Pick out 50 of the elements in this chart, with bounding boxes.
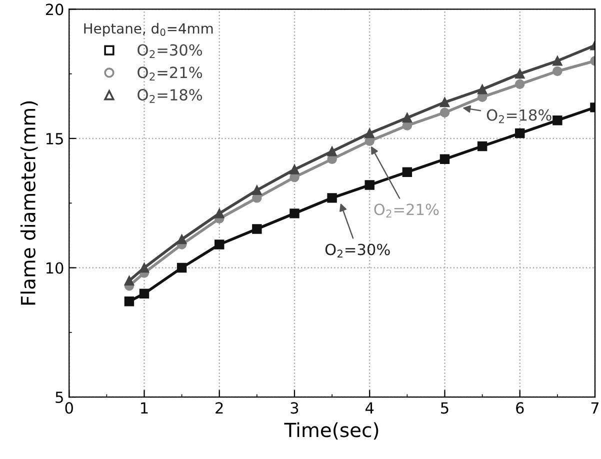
point	[477, 141, 488, 152]
point	[552, 56, 562, 66]
annotation: O$_{2}$=21%	[374, 204, 439, 218]
point	[327, 146, 337, 156]
legend-title: Heptane, d$_{0}$=4mm	[84, 22, 213, 36]
point	[402, 167, 412, 177]
point	[402, 112, 412, 123]
point	[290, 164, 300, 174]
point	[124, 296, 134, 306]
point	[552, 116, 562, 126]
y-tick-label: 15	[46, 133, 63, 144]
annotation: O$_{2}$=30%	[325, 244, 390, 258]
x-tick-label: 6	[516, 402, 524, 414]
point	[176, 262, 187, 273]
point	[139, 288, 150, 298]
point	[290, 208, 300, 218]
y-tick-label: 20	[46, 4, 64, 16]
point	[440, 108, 450, 118]
point	[515, 68, 525, 79]
point	[124, 276, 134, 286]
point	[252, 224, 262, 234]
legend-label: O$_{2}$=21%	[138, 66, 202, 80]
annotation: O$_{2}$=18%	[486, 109, 552, 124]
x-tick-label: 3	[290, 402, 298, 414]
point	[214, 240, 224, 250]
point	[214, 208, 224, 218]
point	[440, 97, 450, 108]
x-axis-title: Time(sec)	[284, 422, 378, 440]
point	[252, 185, 262, 196]
x-tick-label: 5	[441, 402, 448, 414]
y-tick-label: 5	[56, 392, 63, 404]
point	[477, 84, 488, 94]
point	[364, 180, 374, 190]
point	[515, 79, 525, 90]
point	[552, 66, 562, 76]
x-tick-label: 7	[591, 402, 599, 414]
x-tick-label: 0	[65, 402, 73, 414]
legend-label: O$_{2}$=30%	[138, 44, 202, 58]
y-tick-label: 10	[46, 262, 64, 274]
point	[515, 128, 525, 138]
legend-label: O$_{2}$=18%	[138, 89, 202, 103]
point	[440, 154, 450, 164]
point	[139, 262, 150, 273]
x-tick-label: 1	[141, 402, 148, 414]
x-tick-label: 2	[216, 402, 223, 414]
point	[176, 234, 187, 244]
y-axis-title: Flame diameter(mm)	[20, 101, 38, 305]
point	[327, 193, 337, 203]
x-tick-label: 4	[366, 402, 374, 414]
point	[364, 128, 374, 138]
